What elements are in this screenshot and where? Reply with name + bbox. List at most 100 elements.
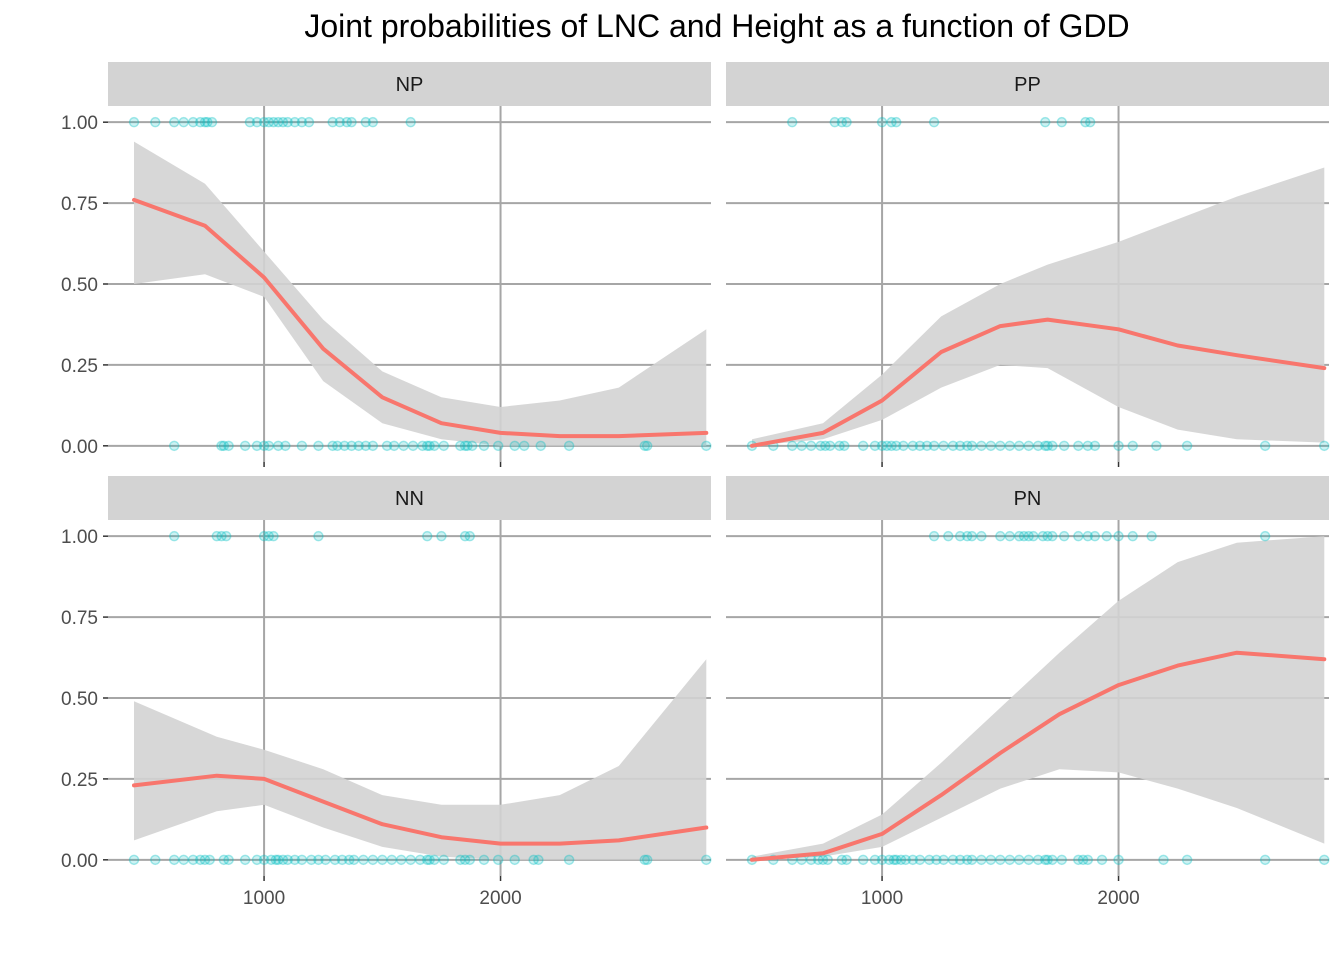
data-point bbox=[836, 854, 848, 866]
data-point bbox=[417, 440, 428, 452]
data-point bbox=[786, 440, 798, 452]
data-point bbox=[817, 854, 829, 866]
data-point bbox=[296, 440, 308, 452]
data-point bbox=[220, 530, 232, 542]
data-point bbox=[639, 440, 651, 452]
data-point bbox=[1082, 440, 1094, 452]
data-point bbox=[985, 854, 997, 866]
data-point bbox=[985, 440, 997, 452]
data-point bbox=[1077, 854, 1089, 866]
data-point bbox=[353, 440, 364, 452]
data-point bbox=[966, 530, 978, 542]
data-point bbox=[1080, 116, 1091, 128]
data-point bbox=[928, 440, 940, 452]
data-point bbox=[327, 440, 338, 452]
data-point bbox=[381, 440, 393, 452]
data-point bbox=[168, 854, 180, 866]
data-point bbox=[938, 440, 949, 452]
data-point bbox=[398, 440, 409, 452]
y-tick-label: 0.25 bbox=[61, 770, 98, 791]
data-point bbox=[1004, 854, 1016, 866]
strip-np bbox=[108, 62, 711, 106]
data-point bbox=[421, 440, 433, 452]
data-point bbox=[838, 440, 850, 452]
data-point bbox=[898, 440, 909, 452]
y-tick-label: 0.50 bbox=[61, 275, 98, 296]
x-tick-label: 2000 bbox=[1097, 888, 1139, 909]
data-point bbox=[1259, 530, 1271, 542]
data-point bbox=[336, 854, 348, 866]
data-point bbox=[492, 854, 504, 866]
data-point bbox=[938, 854, 949, 866]
data-point bbox=[346, 116, 357, 128]
data-point bbox=[289, 854, 301, 866]
data-point bbox=[528, 854, 539, 866]
y-tick-label: 0.00 bbox=[61, 851, 98, 872]
data-point bbox=[886, 116, 897, 128]
data-point bbox=[168, 530, 180, 542]
data-point bbox=[178, 854, 189, 866]
data-point bbox=[282, 854, 293, 866]
data-point bbox=[358, 854, 369, 866]
data-point bbox=[296, 854, 308, 866]
data-point bbox=[1018, 530, 1030, 542]
data-point bbox=[869, 854, 881, 866]
data-point bbox=[509, 440, 520, 452]
data-point bbox=[258, 530, 270, 542]
data-point bbox=[928, 530, 940, 542]
fit-line bbox=[750, 317, 1327, 448]
data-point bbox=[995, 440, 1006, 452]
data-point bbox=[332, 440, 343, 452]
data-point bbox=[947, 854, 959, 866]
data-point bbox=[128, 116, 140, 128]
data-point bbox=[1127, 530, 1138, 542]
panel-pn: PN 1000 2000 bbox=[726, 476, 1330, 909]
data-point bbox=[424, 854, 435, 866]
data-point bbox=[1028, 530, 1039, 542]
data-point bbox=[961, 530, 973, 542]
data-point bbox=[251, 854, 263, 866]
data-point bbox=[405, 116, 416, 128]
data-point bbox=[928, 116, 940, 128]
data-point bbox=[263, 440, 275, 452]
data-point bbox=[1096, 854, 1108, 866]
data-point bbox=[701, 854, 712, 866]
data-point bbox=[1047, 530, 1058, 542]
data-point bbox=[194, 116, 206, 128]
data-point bbox=[258, 116, 270, 128]
data-point bbox=[459, 854, 471, 866]
data-point bbox=[900, 854, 911, 866]
data-point bbox=[218, 854, 230, 866]
y-tick-label: 1.00 bbox=[61, 527, 98, 548]
data-point bbox=[563, 440, 575, 452]
data-point bbox=[239, 854, 251, 866]
data-point bbox=[277, 116, 289, 128]
data-point bbox=[178, 116, 189, 128]
data-point bbox=[367, 854, 379, 866]
data-point bbox=[1032, 440, 1044, 452]
data-point bbox=[1073, 530, 1084, 542]
data-point bbox=[914, 440, 926, 452]
data-point bbox=[857, 440, 869, 452]
data-point bbox=[320, 854, 331, 866]
data-point bbox=[223, 440, 234, 452]
data-point bbox=[1023, 530, 1034, 542]
data-point bbox=[199, 854, 211, 866]
chart-title: Joint probabilities of LNC and Height as… bbox=[304, 8, 1130, 44]
data-point bbox=[1004, 440, 1016, 452]
data-point bbox=[1082, 530, 1094, 542]
confidence-band bbox=[134, 659, 707, 860]
data-point bbox=[1023, 854, 1034, 866]
data-point bbox=[834, 440, 845, 452]
data-point bbox=[976, 854, 987, 866]
data-point bbox=[1056, 116, 1068, 128]
data-point bbox=[947, 440, 959, 452]
data-point bbox=[976, 530, 987, 542]
data-point bbox=[876, 440, 888, 452]
data-point bbox=[168, 116, 180, 128]
data-point bbox=[277, 854, 289, 866]
data-point bbox=[1004, 530, 1016, 542]
data-point bbox=[1039, 116, 1051, 128]
data-point bbox=[1259, 440, 1271, 452]
